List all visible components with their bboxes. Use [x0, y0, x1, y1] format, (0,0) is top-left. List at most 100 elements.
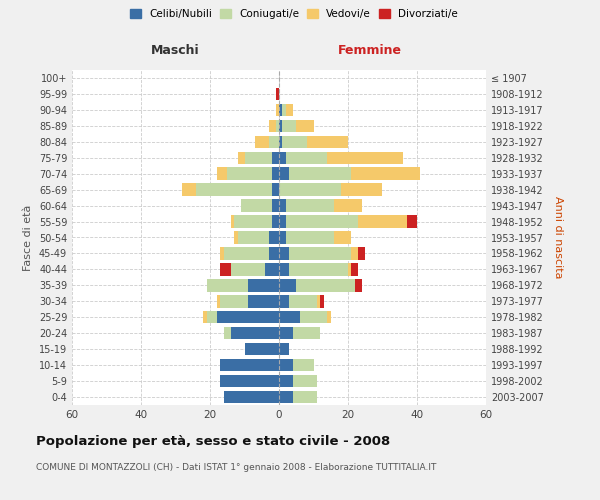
Bar	[289, 263, 348, 276]
Bar	[279, 200, 286, 212]
Bar	[296, 120, 314, 132]
Bar	[352, 168, 421, 180]
Bar	[224, 327, 231, 340]
Bar	[206, 311, 217, 324]
Bar	[272, 200, 279, 212]
Y-axis label: Fasce di età: Fasce di età	[23, 204, 33, 270]
Bar	[328, 152, 403, 164]
Bar	[238, 232, 269, 243]
Bar	[283, 120, 296, 132]
Bar	[283, 136, 307, 148]
Bar	[286, 104, 293, 116]
Bar	[231, 216, 234, 228]
Bar	[275, 88, 279, 100]
Bar	[248, 279, 279, 291]
Bar	[182, 184, 196, 196]
Bar	[275, 120, 279, 132]
Text: Femmine: Femmine	[338, 44, 402, 58]
Bar	[289, 295, 317, 308]
Bar	[286, 216, 358, 228]
Text: Popolazione per età, sesso e stato civile - 2008: Popolazione per età, sesso e stato civil…	[36, 435, 390, 448]
Bar	[293, 359, 314, 372]
Bar	[220, 247, 224, 260]
Bar	[279, 104, 283, 116]
Bar	[279, 247, 289, 260]
Bar	[341, 184, 383, 196]
Bar	[279, 279, 296, 291]
Bar	[227, 168, 272, 180]
Bar	[217, 168, 227, 180]
Bar	[203, 311, 206, 324]
Bar	[269, 247, 279, 260]
Bar	[279, 375, 293, 388]
Bar	[358, 216, 407, 228]
Bar	[224, 247, 269, 260]
Bar	[317, 295, 320, 308]
Bar	[248, 295, 279, 308]
Bar	[286, 200, 334, 212]
Bar	[334, 200, 362, 212]
Bar	[272, 168, 279, 180]
Bar	[279, 216, 286, 228]
Bar	[279, 263, 289, 276]
Bar	[293, 391, 317, 403]
Bar	[196, 184, 272, 196]
Bar	[293, 327, 320, 340]
Bar	[245, 152, 272, 164]
Bar	[289, 247, 352, 260]
Bar	[217, 295, 220, 308]
Bar	[300, 311, 328, 324]
Bar	[217, 311, 279, 324]
Legend: Celibi/Nubili, Coniugati/e, Vedovi/e, Divorziati/e: Celibi/Nubili, Coniugati/e, Vedovi/e, Di…	[126, 5, 462, 24]
Bar	[358, 247, 365, 260]
Bar	[269, 136, 279, 148]
Bar	[272, 216, 279, 228]
Bar	[220, 375, 279, 388]
Bar	[407, 216, 417, 228]
Bar	[272, 184, 279, 196]
Bar	[307, 136, 348, 148]
Bar	[279, 152, 286, 164]
Y-axis label: Anni di nascita: Anni di nascita	[553, 196, 563, 279]
Bar	[286, 152, 328, 164]
Bar	[206, 279, 248, 291]
Bar	[279, 295, 289, 308]
Bar	[220, 263, 231, 276]
Bar	[220, 295, 248, 308]
Bar	[296, 279, 355, 291]
Bar	[272, 152, 279, 164]
Bar	[234, 232, 238, 243]
Bar	[255, 136, 269, 148]
Bar	[241, 200, 272, 212]
Bar	[279, 184, 341, 196]
Bar	[245, 343, 279, 355]
Text: COMUNE DI MONTAZZOLI (CH) - Dati ISTAT 1° gennaio 2008 - Elaborazione TUTTITALIA: COMUNE DI MONTAZZOLI (CH) - Dati ISTAT 1…	[36, 462, 436, 471]
Bar	[234, 216, 272, 228]
Bar	[279, 343, 289, 355]
Bar	[283, 104, 286, 116]
Bar	[293, 375, 317, 388]
Text: Maschi: Maschi	[151, 44, 200, 58]
Bar	[352, 247, 358, 260]
Bar	[279, 232, 286, 243]
Bar	[279, 168, 289, 180]
Bar	[289, 168, 352, 180]
Bar	[224, 391, 279, 403]
Bar	[279, 359, 293, 372]
Bar	[275, 104, 279, 116]
Bar	[334, 232, 352, 243]
Bar	[231, 327, 279, 340]
Bar	[230, 263, 265, 276]
Bar	[238, 152, 245, 164]
Bar	[286, 232, 334, 243]
Bar	[279, 311, 300, 324]
Bar	[269, 120, 275, 132]
Bar	[279, 391, 293, 403]
Bar	[279, 120, 283, 132]
Bar	[328, 311, 331, 324]
Bar	[279, 136, 283, 148]
Bar	[355, 279, 362, 291]
Bar	[352, 263, 358, 276]
Bar	[265, 263, 279, 276]
Bar	[279, 327, 293, 340]
